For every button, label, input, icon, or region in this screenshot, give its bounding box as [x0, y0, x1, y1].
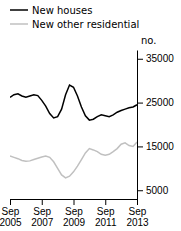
y-tick-label: 35000: [146, 53, 174, 64]
y-tick-mark: [137, 190, 143, 191]
x-tick-label-line: 2009: [63, 217, 86, 228]
x-tick: Sep2011: [95, 199, 117, 228]
x-tick-mark: [42, 199, 43, 205]
x-axis: Sep2005Sep2007Sep2009Sep2011Sep2013: [0, 199, 149, 228]
legend-label: New houses: [32, 5, 92, 16]
plot: Sep2005Sep2007Sep2009Sep2011Sep201350001…: [0, 5, 174, 229]
legend-item: New other residential: [10, 19, 139, 30]
x-tick-label: Sep2009: [63, 206, 86, 228]
y-tick: 25000: [137, 97, 174, 108]
chart: Sep2005Sep2007Sep2009Sep2011Sep201350001…: [0, 0, 181, 231]
series-line: [10, 142, 137, 178]
x-tick-label: Sep2007: [31, 206, 54, 228]
legend-swatch: [10, 23, 28, 25]
x-tick: Sep2013: [126, 199, 149, 228]
x-tick-label: Sep2013: [126, 206, 149, 228]
y-tick: 35000: [137, 53, 174, 64]
x-tick: Sep2007: [31, 199, 54, 228]
y-axis: 5000 15000 25000 35000: [137, 51, 174, 200]
x-tick-mark: [105, 199, 106, 205]
y-tick-label: 25000: [146, 97, 174, 108]
x-tick-label-line: 2011: [95, 217, 117, 228]
y-tick-mark: [137, 59, 143, 60]
y-tick-mark: [137, 146, 143, 147]
legend-swatch: [10, 9, 28, 11]
x-tick-label-line: Sep: [33, 206, 51, 217]
y-axis-line: [137, 51, 138, 200]
x-tick: Sep2009: [63, 199, 86, 228]
x-tick-mark: [137, 199, 138, 205]
y-tick: 5000: [137, 185, 169, 196]
x-tick-label-line: 2005: [0, 217, 22, 228]
legend-label: New other residential: [32, 19, 139, 30]
lines: [10, 85, 137, 178]
x-tick-label-line: Sep: [2, 206, 20, 217]
y-tick-label: 5000: [146, 185, 169, 196]
x-tick-label-line: 2013: [126, 217, 149, 228]
y-tick-mark: [137, 103, 143, 104]
x-tick-label-line: Sep: [97, 206, 115, 217]
legend-item: New houses: [10, 5, 92, 16]
x-tick-mark: [10, 199, 11, 205]
series-line: [10, 85, 137, 120]
x-tick: Sep2005: [0, 199, 22, 228]
legend: New houses New other residential: [10, 5, 139, 30]
x-tick-label-line: Sep: [129, 206, 147, 217]
x-tick-label: Sep2005: [0, 206, 22, 228]
x-tick-mark: [74, 199, 75, 205]
x-tick-label-line: Sep: [65, 206, 83, 217]
y-axis-title: no.: [141, 35, 156, 46]
x-tick-label-line: 2007: [31, 217, 54, 228]
y-tick-label: 15000: [146, 141, 174, 152]
y-tick: 15000: [137, 141, 174, 152]
x-tick-label: Sep2011: [95, 206, 117, 228]
